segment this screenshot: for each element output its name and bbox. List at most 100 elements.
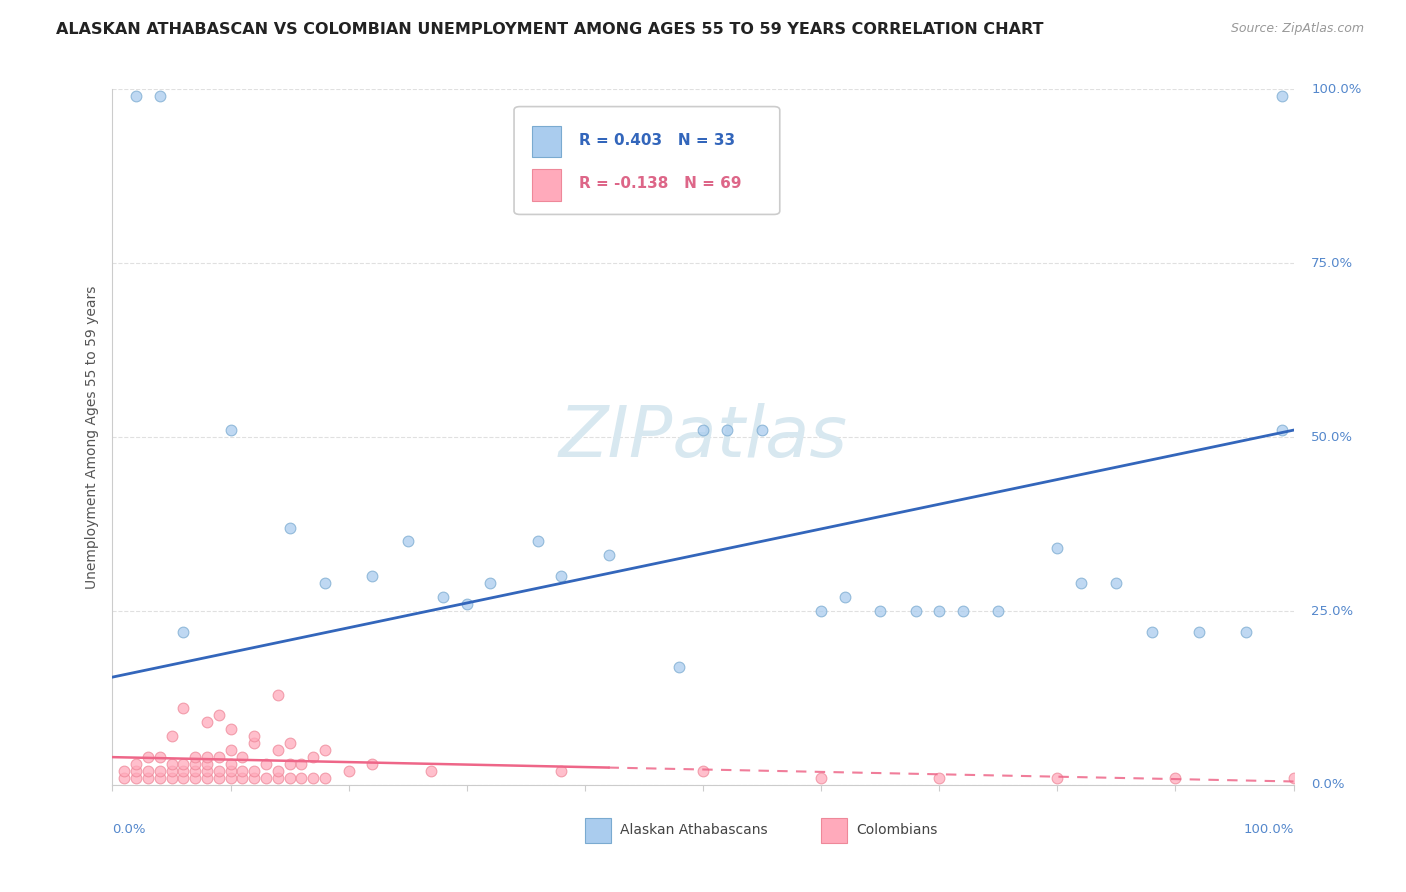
Point: [219, 423, 242, 437]
Point: [160, 757, 183, 772]
Point: [396, 534, 419, 549]
Point: [231, 771, 253, 785]
Point: [267, 764, 290, 778]
Point: [219, 743, 242, 757]
Point: [952, 604, 974, 618]
Point: [278, 757, 301, 772]
Point: [172, 624, 194, 639]
Point: [243, 736, 266, 750]
Point: [184, 764, 207, 778]
Point: [869, 604, 891, 618]
Point: [184, 757, 207, 772]
Point: [125, 757, 148, 772]
Point: [432, 590, 454, 604]
Bar: [531, 126, 561, 157]
Point: [267, 771, 290, 785]
Point: [136, 750, 159, 764]
Point: [184, 750, 207, 764]
Point: [290, 771, 312, 785]
Text: ALASKAN ATHABASCAN VS COLOMBIAN UNEMPLOYMENT AMONG AGES 55 TO 59 YEARS CORRELATI: ALASKAN ATHABASCAN VS COLOMBIAN UNEMPLOY…: [56, 22, 1043, 37]
Point: [598, 549, 620, 563]
Point: [160, 764, 183, 778]
Point: [219, 757, 242, 772]
Point: [550, 569, 572, 583]
Point: [1046, 541, 1069, 556]
Point: [716, 423, 738, 437]
Point: [1271, 89, 1294, 103]
Point: [125, 764, 148, 778]
Point: [810, 604, 832, 618]
Point: [254, 771, 277, 785]
Point: [231, 764, 253, 778]
Point: [243, 771, 266, 785]
Point: [267, 743, 290, 757]
Point: [526, 534, 548, 549]
Point: [1164, 771, 1187, 785]
Text: Alaskan Athabascans: Alaskan Athabascans: [620, 823, 768, 838]
Point: [195, 750, 218, 764]
Bar: [821, 818, 846, 843]
Point: [1271, 423, 1294, 437]
FancyBboxPatch shape: [515, 106, 780, 214]
Point: [337, 764, 360, 778]
Point: [1046, 771, 1069, 785]
Point: [456, 597, 478, 611]
Point: [208, 764, 231, 778]
Point: [254, 757, 277, 772]
Point: [149, 89, 172, 103]
Point: [231, 750, 253, 764]
Text: R = 0.403   N = 33: R = 0.403 N = 33: [579, 133, 735, 148]
Text: 0.0%: 0.0%: [1312, 779, 1344, 791]
Point: [928, 771, 950, 785]
Point: [302, 750, 325, 764]
Point: [904, 604, 927, 618]
Point: [160, 729, 183, 743]
Point: [692, 764, 714, 778]
Point: [243, 729, 266, 743]
Text: Colombians: Colombians: [856, 823, 938, 838]
Point: [136, 771, 159, 785]
Point: [1140, 624, 1163, 639]
Text: ZIPatlas: ZIPatlas: [558, 402, 848, 472]
Point: [1105, 576, 1128, 591]
Point: [172, 771, 194, 785]
Point: [125, 89, 148, 103]
Point: [361, 569, 384, 583]
Point: [314, 771, 336, 785]
Point: [172, 764, 194, 778]
Point: [149, 750, 172, 764]
Bar: [585, 818, 610, 843]
Text: 0.0%: 0.0%: [112, 823, 146, 836]
Text: 75.0%: 75.0%: [1312, 257, 1354, 269]
Point: [1234, 624, 1257, 639]
Point: [208, 708, 231, 723]
Point: [692, 423, 714, 437]
Point: [208, 771, 231, 785]
Point: [172, 701, 194, 715]
Point: [361, 757, 384, 772]
Point: [479, 576, 502, 591]
Point: [1070, 576, 1092, 591]
Point: [290, 757, 312, 772]
Point: [219, 723, 242, 737]
Point: [278, 520, 301, 534]
Point: [184, 771, 207, 785]
Text: R = -0.138   N = 69: R = -0.138 N = 69: [579, 177, 741, 191]
Point: [278, 736, 301, 750]
Point: [987, 604, 1010, 618]
Point: [112, 764, 135, 778]
Point: [219, 764, 242, 778]
Point: [208, 750, 231, 764]
Text: 25.0%: 25.0%: [1312, 605, 1354, 617]
Point: [149, 764, 172, 778]
Bar: [531, 169, 561, 201]
Point: [278, 771, 301, 785]
Point: [928, 604, 950, 618]
Point: [195, 757, 218, 772]
Point: [136, 764, 159, 778]
Point: [195, 764, 218, 778]
Text: 100.0%: 100.0%: [1312, 83, 1361, 95]
Text: 100.0%: 100.0%: [1243, 823, 1294, 836]
Point: [1188, 624, 1211, 639]
Point: [195, 715, 218, 730]
